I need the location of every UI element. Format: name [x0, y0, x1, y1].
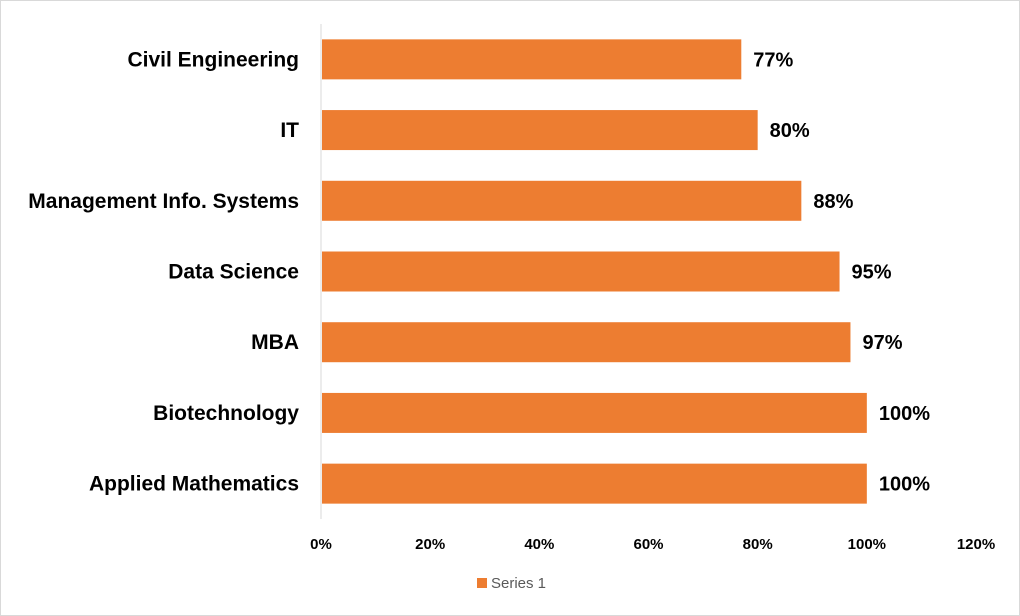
data-label-data-science: 95%	[852, 262, 892, 284]
category-label-data-science: Data Science	[168, 261, 299, 284]
bar-mba	[322, 322, 851, 363]
bar-biotechnology	[322, 392, 867, 433]
data-label-mba: 97%	[862, 332, 902, 354]
bar-data-science	[322, 251, 840, 292]
x-tick-label: 120%	[957, 536, 995, 553]
x-tick-labels-group: 0% 20% 40% 60% 80% 100% 120%	[310, 536, 995, 553]
data-label-biotechnology: 100%	[879, 403, 930, 425]
x-tick-label: 40%	[524, 536, 554, 553]
x-tick-label: 60%	[633, 536, 663, 553]
x-tick-label: 0%	[310, 536, 332, 553]
category-label-mba: MBA	[251, 331, 299, 354]
x-tick-label: 20%	[415, 536, 445, 553]
legend-swatch-series-1	[477, 578, 487, 588]
bar-applied-mathematics	[322, 463, 867, 504]
x-tick-label: 100%	[848, 536, 886, 553]
bar-civil-engineering	[322, 39, 742, 80]
category-labels-group: Civil Engineering IT Management Info. Syst…	[28, 48, 299, 495]
bars-group	[322, 39, 867, 504]
data-label-civil-engineering: 77%	[753, 49, 793, 71]
category-label-civil-engineering: Civil Engineering	[127, 48, 299, 71]
bar-management-info-systems	[322, 180, 802, 221]
legend: Series 1	[477, 575, 546, 592]
data-label-it: 80%	[770, 120, 810, 142]
x-tick-label: 80%	[743, 536, 773, 553]
data-label-management-info-systems: 88%	[813, 191, 853, 213]
data-labels-group: 77% 80% 88% 95% 97% 100% 100%	[753, 49, 930, 495]
category-label-biotechnology: Biotechnology	[153, 402, 299, 425]
category-label-management-info-systems: Management Info. Systems	[28, 190, 299, 213]
bar-it	[322, 110, 758, 151]
legend-label-series-1: Series 1	[491, 575, 546, 592]
data-label-applied-mathematics: 100%	[879, 474, 930, 496]
category-label-applied-mathematics: Applied Mathematics	[89, 473, 299, 496]
category-label-it: IT	[280, 119, 299, 142]
